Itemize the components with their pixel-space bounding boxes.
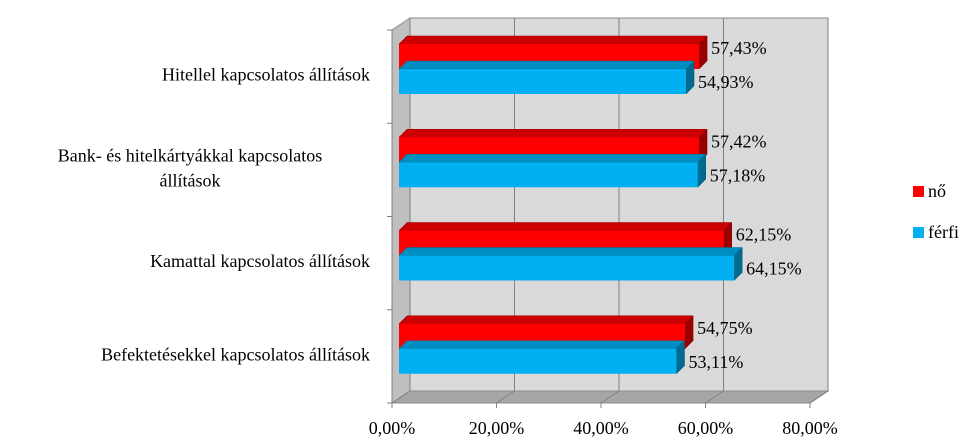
legend: nő férfi xyxy=(913,181,959,242)
data-label-female: 57,43% xyxy=(711,38,767,58)
legend-label: nő xyxy=(928,181,946,201)
category-label: Bank- és hitelkártyákkal kapcsolatos állí… xyxy=(58,145,322,190)
bar-top-face xyxy=(398,60,695,70)
bar-male xyxy=(398,60,695,95)
category-labels: Hitellel kapcsolatos állítások Bank- és h… xyxy=(58,65,370,365)
gridline-floor xyxy=(496,390,515,404)
category-label: Befektetésekkel kapcsolatos állítások xyxy=(101,344,370,364)
data-label-female: 62,15% xyxy=(736,225,792,245)
gridline-floor xyxy=(391,390,411,404)
legend-swatch xyxy=(913,227,924,238)
data-label-male: 54,93% xyxy=(698,72,754,92)
bar-top-face xyxy=(398,154,707,163)
gridline-floor xyxy=(705,390,724,404)
data-labels: 57,43% 54,93% 57,42% 57,18% 62,15% 64,15% 54,7… xyxy=(688,38,801,372)
data-label-female: 54,75% xyxy=(697,318,753,338)
tick-label: 0,00% xyxy=(369,418,416,438)
legend-item: férfi xyxy=(913,222,959,242)
data-label-male: 53,11% xyxy=(688,352,743,372)
data-label-female: 57,42% xyxy=(711,131,767,151)
data-label-male: 64,15% xyxy=(746,259,802,279)
tick-label: 40,00% xyxy=(573,418,629,438)
bar-top-face xyxy=(398,129,708,138)
bar-front-face xyxy=(399,255,735,281)
bar-end-face xyxy=(733,246,743,282)
bar-top-face xyxy=(398,247,743,256)
bar-top-face xyxy=(398,222,733,231)
category-label-line: Hitellel kapcsolatos állítások xyxy=(162,65,370,85)
bars xyxy=(398,35,743,375)
tick-label: 80,00% xyxy=(782,418,838,438)
category-label: Hitellel kapcsolatos állítások xyxy=(162,65,370,85)
gridline-floor xyxy=(600,390,620,404)
tick-labels: 0,00% 20,00% 40,00% 60,00% 80,00% xyxy=(369,418,838,438)
bar-top-face xyxy=(398,315,694,324)
bar-top-face xyxy=(398,340,686,349)
category-label-line: Bank- és hitelkártyákkal kapcsolatos xyxy=(58,145,322,165)
category-label: Kamattal kapcsolatos állítások xyxy=(150,251,370,271)
category-label-line: Kamattal kapcsolatos állítások xyxy=(150,251,370,271)
category-label-line: állítások xyxy=(160,170,221,190)
bar-front-face xyxy=(399,162,698,188)
legend-swatch xyxy=(913,186,924,197)
bar-male xyxy=(398,153,707,188)
bar-front-face xyxy=(399,348,677,374)
bar-front-face xyxy=(399,69,687,94)
tick-label: 60,00% xyxy=(678,418,734,438)
gridline-floor xyxy=(809,390,829,404)
bar-top-face xyxy=(398,35,708,45)
bar-male xyxy=(398,246,743,282)
data-label-male: 57,18% xyxy=(710,165,766,185)
bar-male xyxy=(398,340,686,375)
category-label-line: Befektetésekkel kapcsolatos állítások xyxy=(101,344,370,364)
legend-label: férfi xyxy=(928,222,959,242)
legend-item: nő xyxy=(913,181,946,201)
tick-label: 20,00% xyxy=(469,418,525,438)
